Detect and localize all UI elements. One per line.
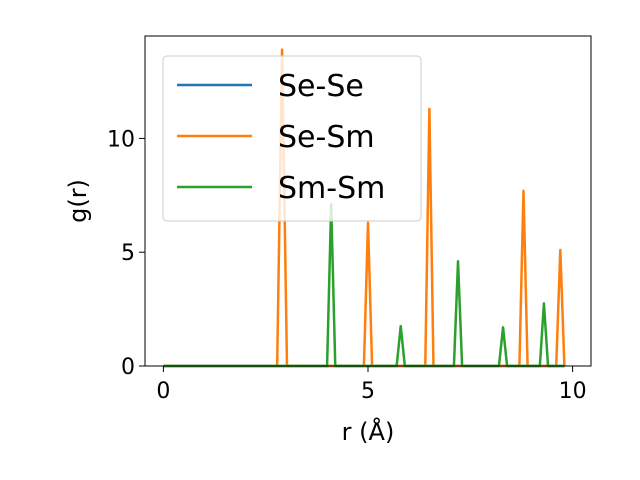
legend: Se-Se Se-Sm Sm-Sm [162, 55, 422, 222]
y-axis-label: g(r) [64, 179, 92, 223]
y-axis-ticks: 0 5 10 [107, 127, 145, 380]
x-tick-label: 0 [156, 379, 170, 404]
y-tick-label: 0 [121, 355, 135, 380]
y-tick-label: 5 [121, 241, 135, 266]
legend-box [162, 55, 422, 222]
y-tick-label: 10 [107, 127, 135, 152]
legend-label-se-sm: Se-Sm [278, 120, 375, 155]
x-axis-label: r (Å) [342, 417, 395, 446]
x-axis-ticks: 0 5 10 [156, 366, 587, 404]
legend-label-sm-sm: Sm-Sm [278, 171, 385, 206]
x-tick-label: 5 [361, 379, 375, 404]
legend-label-se-se: Se-Se [278, 69, 364, 104]
x-tick-label: 10 [559, 379, 587, 404]
series-line-sm-sm [163, 203, 565, 368]
